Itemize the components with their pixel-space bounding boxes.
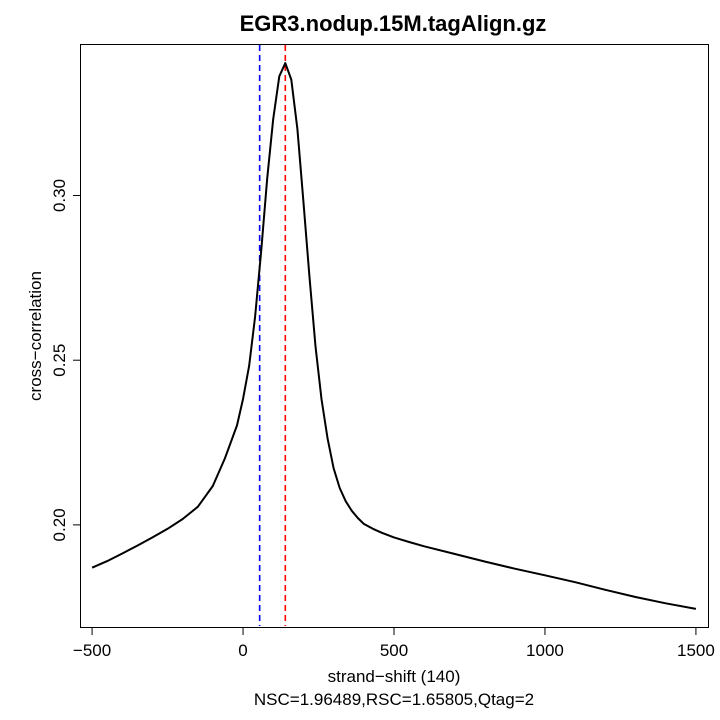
x-tick-label: −500 xyxy=(73,641,111,660)
x-tick-label: 1000 xyxy=(526,641,564,660)
x-tick-label: 1500 xyxy=(677,641,715,660)
x-tick-label: 500 xyxy=(380,641,408,660)
x-tick-label: 0 xyxy=(238,641,247,660)
plot-frame xyxy=(80,44,709,628)
y-tick-label: 0.20 xyxy=(50,508,69,541)
y-tick-label: 0.25 xyxy=(50,344,69,377)
chart-subtitle: NSC=1.96489,RSC=1.65805,Qtag=2 xyxy=(254,690,534,709)
y-axis-label: cross−correlation xyxy=(26,271,45,401)
cross-correlation-line xyxy=(91,62,697,610)
reference-lines xyxy=(258,45,287,626)
chart-title: EGR3.nodup.15M.tagAlign.gz xyxy=(240,11,547,36)
series-group xyxy=(91,62,697,610)
x-axis: −500 0 500 1000 1500 xyxy=(73,627,715,660)
y-tick-label: 0.30 xyxy=(50,179,69,212)
y-axis: 0.20 0.25 0.30 xyxy=(50,179,81,541)
x-axis-label: strand−shift (140) xyxy=(328,667,461,686)
